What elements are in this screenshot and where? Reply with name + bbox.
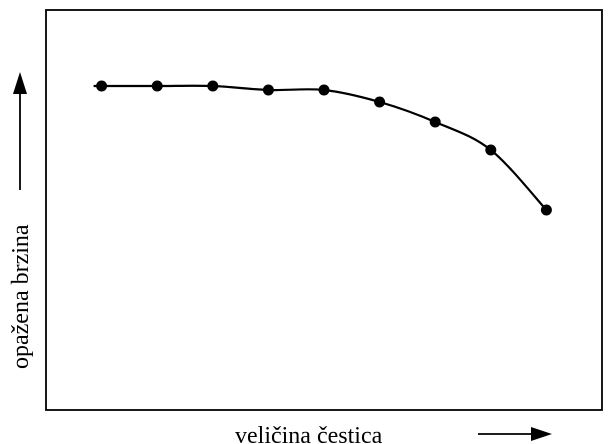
- y-axis-label: opažena brzina: [8, 224, 34, 369]
- data-point: [96, 80, 108, 92]
- series-line: [93, 84, 548, 211]
- data-point: [151, 80, 163, 92]
- data-point: [318, 84, 330, 96]
- y-axis-arrow: [13, 72, 27, 190]
- data-point: [540, 204, 552, 216]
- data-point: [262, 84, 274, 96]
- data-point: [429, 116, 441, 128]
- x-axis-arrow: [478, 427, 552, 441]
- data-point: [374, 96, 386, 108]
- plot-frame: [45, 9, 603, 411]
- data-point: [207, 80, 219, 92]
- x-axis-label: veličina čestica: [235, 423, 383, 444]
- data-point: [485, 144, 497, 156]
- series-layer: [93, 80, 552, 216]
